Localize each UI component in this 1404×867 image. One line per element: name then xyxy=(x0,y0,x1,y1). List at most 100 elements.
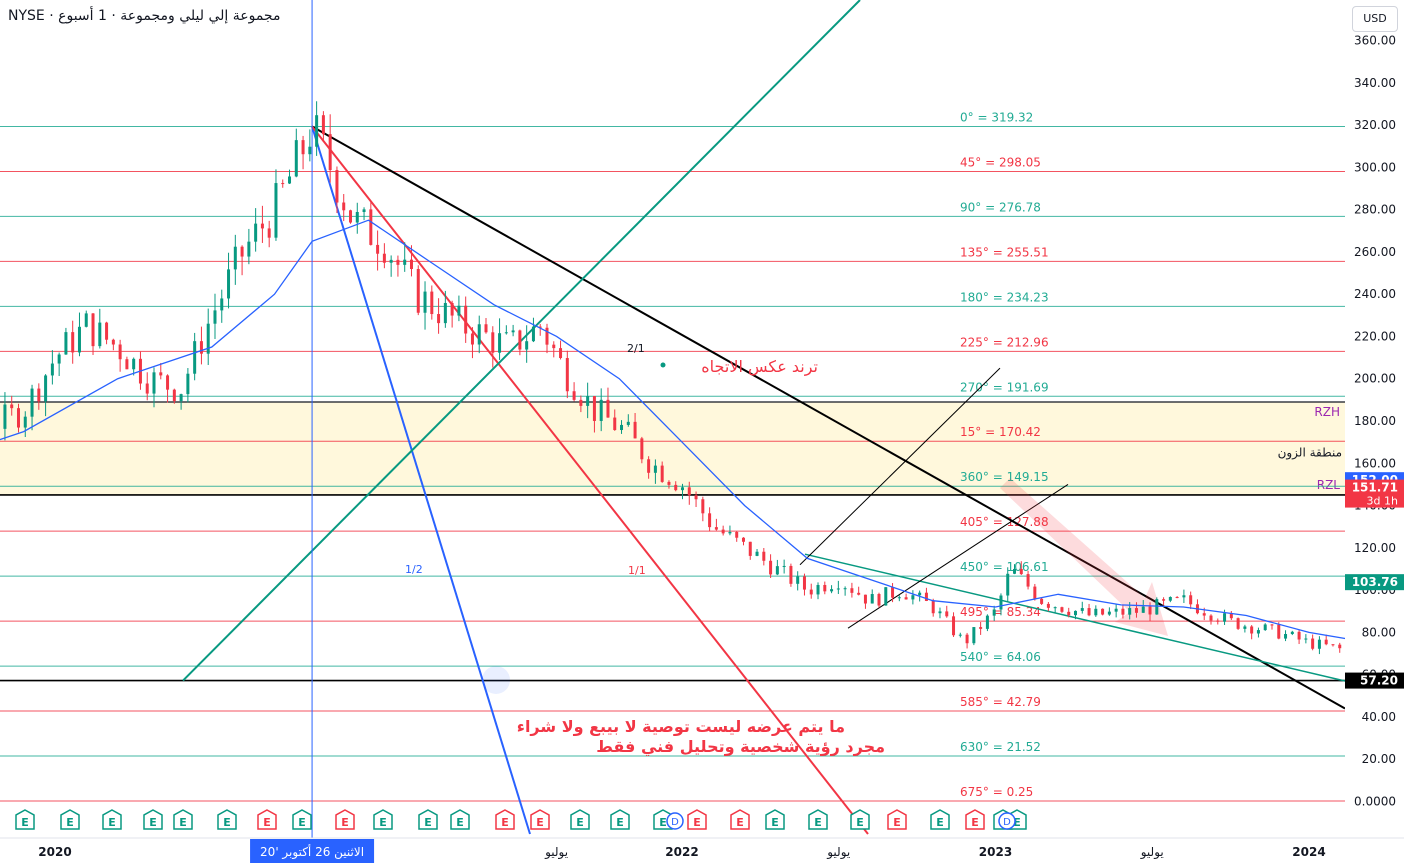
candle-body xyxy=(769,560,773,575)
candle-body xyxy=(179,394,183,402)
currency-button[interactable]: USD xyxy=(1352,6,1398,32)
time-tick-label: يوليو xyxy=(1140,845,1164,860)
candle-body xyxy=(728,531,732,534)
candle-body xyxy=(741,537,745,542)
candle-body xyxy=(1033,586,1037,599)
candle-body xyxy=(640,438,644,460)
candle-body xyxy=(701,499,705,514)
earnings-label: E xyxy=(223,816,231,829)
candle-body xyxy=(443,302,447,324)
annotations: ترند عكس الاتجاه 2/1 1/1 1/2 ما يتم عرضه ليس… xyxy=(405,342,885,757)
candle-body xyxy=(1148,606,1152,615)
candle-body xyxy=(111,339,115,345)
earnings-marker xyxy=(765,809,785,830)
earnings-marker xyxy=(217,809,237,830)
candle-body xyxy=(484,324,488,333)
gann-level-label: 540° = 64.06 xyxy=(960,650,1041,664)
candle-body xyxy=(376,244,380,254)
price-tick-label: 340.00 xyxy=(1354,76,1396,90)
green-trendline xyxy=(182,0,861,682)
horizontal-lines xyxy=(0,494,1345,682)
candle-body xyxy=(1107,611,1111,615)
earnings-label: E xyxy=(576,816,584,829)
candle-body xyxy=(1080,608,1084,611)
dividend-marker xyxy=(666,812,684,830)
candle-body xyxy=(1019,568,1023,575)
candle-body xyxy=(1243,626,1247,629)
candle-body xyxy=(620,424,624,431)
candle-body xyxy=(884,587,888,606)
candle-body xyxy=(1006,573,1010,596)
candle-body xyxy=(193,341,197,374)
candle-body xyxy=(965,634,969,644)
candle-body xyxy=(538,326,542,328)
candle-body xyxy=(254,223,258,242)
candle-body xyxy=(755,551,759,556)
time-tick-label: 2024 xyxy=(1292,845,1325,859)
earnings-label: E xyxy=(659,816,667,829)
candle-body xyxy=(355,212,359,223)
candle-body xyxy=(44,375,48,402)
candle-body xyxy=(437,314,441,324)
gann-level-label: 450° = 106.61 xyxy=(960,560,1049,574)
time-tick-label: يوليو xyxy=(826,845,850,860)
earnings-marker xyxy=(530,809,550,830)
earnings-label: E xyxy=(456,816,464,829)
candle-body xyxy=(911,595,915,600)
candle-body xyxy=(37,388,41,402)
candle-body xyxy=(1060,607,1064,612)
candle-body xyxy=(498,333,502,353)
candle-body xyxy=(992,609,996,616)
candle-body xyxy=(850,588,854,593)
price-tick-label: 280.00 xyxy=(1354,203,1396,217)
events-row: EEEEEEEEEEEEEEEEEEEEEEEEEEEDD xyxy=(15,809,1027,830)
candle-body xyxy=(1013,568,1017,574)
candle-body xyxy=(552,344,556,349)
candle-body xyxy=(789,565,793,584)
candle-body xyxy=(1175,597,1179,599)
candle-body xyxy=(389,259,393,263)
candle-body xyxy=(57,354,61,364)
candle-body xyxy=(159,372,163,376)
gann-level-label: 15° = 170.42 xyxy=(960,425,1041,439)
candle-body xyxy=(416,269,420,313)
candle-body xyxy=(1182,595,1186,598)
zone-rzl-label: RZL xyxy=(1317,478,1341,492)
earnings-marker xyxy=(373,809,393,830)
candle-body xyxy=(999,595,1003,610)
zone-name-label: منطقة الزون xyxy=(1278,446,1342,461)
candle-body xyxy=(1046,603,1050,608)
candle-body xyxy=(870,594,874,604)
earnings-marker xyxy=(965,809,985,830)
candle-body xyxy=(132,358,136,370)
price-tick-label: 300.00 xyxy=(1354,160,1396,174)
candle-body xyxy=(687,487,691,496)
time-tick-label: 2020 xyxy=(38,845,71,859)
candle-body xyxy=(1162,599,1166,601)
candle-body xyxy=(897,597,901,599)
candle-body xyxy=(945,611,949,617)
candle-body xyxy=(714,527,718,530)
candle-body xyxy=(1101,608,1105,615)
price-axis[interactable]: 0.000020.0040.0060.0080.00100.00120.0014… xyxy=(1345,0,1404,838)
candle-body xyxy=(667,481,671,485)
candle-body xyxy=(863,594,867,604)
candle-body xyxy=(362,209,366,213)
candle-body xyxy=(10,404,14,409)
earnings-marker xyxy=(257,809,277,830)
ratio-12-label: 1/2 xyxy=(405,563,423,576)
candle-body xyxy=(84,313,88,327)
candle-body xyxy=(409,259,413,270)
candle-body xyxy=(1141,606,1145,613)
time-axis[interactable]: 2020يوليو2022يوليو2023يوليو2024يوليو2025… xyxy=(0,837,1404,867)
candle-body xyxy=(118,344,122,360)
candle-body xyxy=(592,396,596,421)
candle-body xyxy=(904,597,908,600)
candle-body xyxy=(708,513,712,528)
candle-body xyxy=(199,341,203,354)
candle-body xyxy=(504,332,508,334)
candle-body xyxy=(491,332,495,353)
earnings-marker xyxy=(730,809,750,830)
candle-body xyxy=(267,228,271,238)
